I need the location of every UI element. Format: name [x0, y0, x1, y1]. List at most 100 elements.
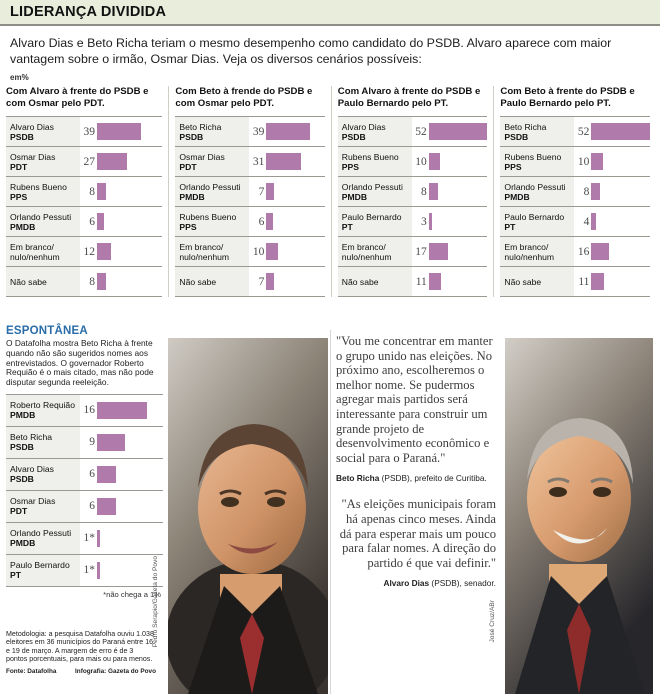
bar-cell: 39 [80, 117, 162, 146]
bar-cell: 10 [249, 237, 324, 266]
bar [266, 273, 275, 290]
quote-attribution-1: Beto Richa (PSDB), prefeito de Curitiba. [336, 473, 496, 483]
bar [428, 243, 448, 260]
bar-cell: 17 [412, 237, 488, 266]
bar-value-label: 17 [415, 245, 427, 258]
bar-value-label: 52 [415, 125, 427, 138]
bar-value-label: 8 [583, 185, 590, 198]
table-row: Em branco/nulo/nenhum 10 [175, 237, 325, 267]
table-row: Em branco/nulo/nenhum 17 [337, 237, 488, 267]
row-label: Rubens Bueno PPS [175, 207, 250, 236]
candidate-name: Beto Richa [179, 121, 222, 132]
candidate-name: Rubens Bueno [10, 181, 67, 192]
table-row: Paulo Bernardo PT 3 [337, 207, 488, 237]
alvaro-dias-portrait-icon [505, 338, 653, 694]
table-row: Não sabe 11 [500, 267, 650, 297]
table-row: Osmar Dias PDT 27 [6, 147, 163, 177]
source-label: Fonte: Datafolha [6, 667, 57, 675]
table-row: Rubens Bueno PPS 8 [6, 177, 163, 207]
bar-cell: 52 [412, 117, 488, 146]
infographic-header: LIDERANÇA DIVIDIDA [0, 0, 660, 26]
bar-value-label: 7 [258, 275, 265, 288]
candidate-name: Paulo Bernardo [341, 211, 402, 222]
candidate-party: PPS [179, 221, 197, 232]
candidate-party: PSDB [10, 442, 34, 453]
bar [97, 401, 147, 419]
bar [97, 183, 107, 200]
quotes-section: "Vou me concentrar em manter o grupo uni… [336, 334, 496, 588]
bar-value-label: 11 [415, 275, 427, 288]
bar [428, 213, 433, 230]
candidate-name: Orlando Pessuti [341, 181, 403, 192]
candidate-name: Orlando Pessuti [10, 211, 72, 222]
methodology-text: Metodologia: a pesquisa Datafolha ouviu … [6, 630, 154, 664]
table-row: Beto Richa PSDB 39 [175, 117, 325, 147]
row-label: Osmar Dias PDT [6, 147, 80, 176]
row-label: Em branco/nulo/nenhum [337, 237, 412, 266]
bar-cell: 7 [249, 267, 324, 296]
candidate-party: PMDB [10, 221, 36, 232]
row-label: Em branco/nulo/nenhum [500, 237, 575, 266]
candidate-name: Alvaro Dias [10, 464, 54, 475]
bar-cell: 8 [80, 267, 162, 296]
espontanea-rows: Roberto Requião PMDB 16 Beto Richa PSDB 9 Alva… [6, 393, 163, 587]
table-row: Não sabe 7 [175, 267, 325, 297]
candidate-name: Rubens Bueno [179, 211, 237, 222]
candidate-name-cont: nulo/nenhum [10, 251, 60, 262]
row-label: Orlando Pessuti PMDB [175, 177, 250, 206]
bar-value-label: 8 [89, 275, 95, 288]
table-row: Paulo Bernardo PT 1* [6, 554, 163, 587]
unit-label: em% [10, 73, 29, 82]
candidate-name: Não sabe [341, 276, 379, 287]
quote-attribution-2: Alvaro Dias (PSDB), senador. [336, 578, 496, 588]
candidate-party: PSDB [10, 474, 34, 485]
bar-value-label: 6 [258, 215, 265, 228]
bar [591, 123, 650, 140]
bar [266, 153, 302, 170]
bar-value-label: 39 [83, 125, 96, 138]
candidate-name: Roberto Requião [10, 400, 75, 411]
scenario-rows: Beto Richa PSDB 39 Osmar Dias PDT 31 Orlando P… [175, 116, 325, 297]
candidate-name: Orlando Pessuti [504, 181, 566, 192]
candidate-name: Beto Richa [504, 121, 547, 132]
candidate-party: PSDB [179, 131, 204, 142]
candidate-name: Rubens Bueno [504, 151, 562, 162]
bar-cell: 6 [80, 207, 162, 236]
alvaro-dias-photo-credit: José Cruz/ABr [489, 600, 496, 643]
table-row: Orlando Pessuti PMDB 7 [175, 177, 325, 207]
bar-value-label: 6 [89, 215, 95, 228]
bar-value-label: 31 [252, 155, 265, 168]
bar-value-label: 1* [83, 532, 96, 545]
candidate-name: Orlando Pessuti [179, 181, 241, 192]
row-label: Alvaro Dias PSDB [6, 117, 80, 146]
bar [591, 213, 596, 230]
scenario-title: Com Alvaro à frente do PSDB e com Osmar … [6, 86, 149, 109]
candidate-party: PDT [179, 161, 197, 172]
bar-value-label: 9 [89, 436, 95, 449]
row-label: Rubens Bueno PPS [500, 147, 575, 176]
bar-cell: 8 [574, 177, 650, 206]
candidate-party: PSDB [10, 131, 34, 142]
bar-value-label: 39 [252, 125, 265, 138]
candidate-name: Em branco/ [504, 241, 549, 252]
candidate-party: PMDB [179, 191, 205, 202]
row-label: Beto Richa PSDB [6, 426, 80, 458]
bar [97, 433, 125, 451]
bar-cell: 9 [80, 427, 163, 458]
espontanea-section: ESPONTÂNEA O Datafolha mostra Beto Richa… [6, 325, 163, 599]
bar-value-label: 16 [577, 245, 590, 258]
table-row: Não sabe 8 [6, 267, 163, 297]
table-row: Osmar Dias PDT 6 [6, 490, 163, 523]
scenario-column-1: Com Alvaro à frente do PSDB e com Osmar … [6, 86, 168, 297]
candidate-party: PT [10, 570, 21, 581]
scenario-column-3: Com Alvaro à frente do PSDB e Paulo Bern… [330, 86, 494, 297]
bar [428, 123, 488, 140]
table-row: Em branco/nulo/nenhum 16 [500, 237, 650, 267]
bar-value-label: 7 [258, 185, 265, 198]
bar-cell: 11 [574, 267, 650, 296]
scenario-rows: Alvaro Dias PSDB 39 Osmar Dias PDT 27 Rubens B… [6, 116, 163, 297]
methodology-block: Metodologia: a pesquisa Datafolha ouviu … [6, 630, 156, 676]
bar [97, 123, 141, 140]
bar [428, 183, 438, 200]
quote-text-1: "Vou me concentrar em manter o grupo uni… [336, 334, 493, 465]
